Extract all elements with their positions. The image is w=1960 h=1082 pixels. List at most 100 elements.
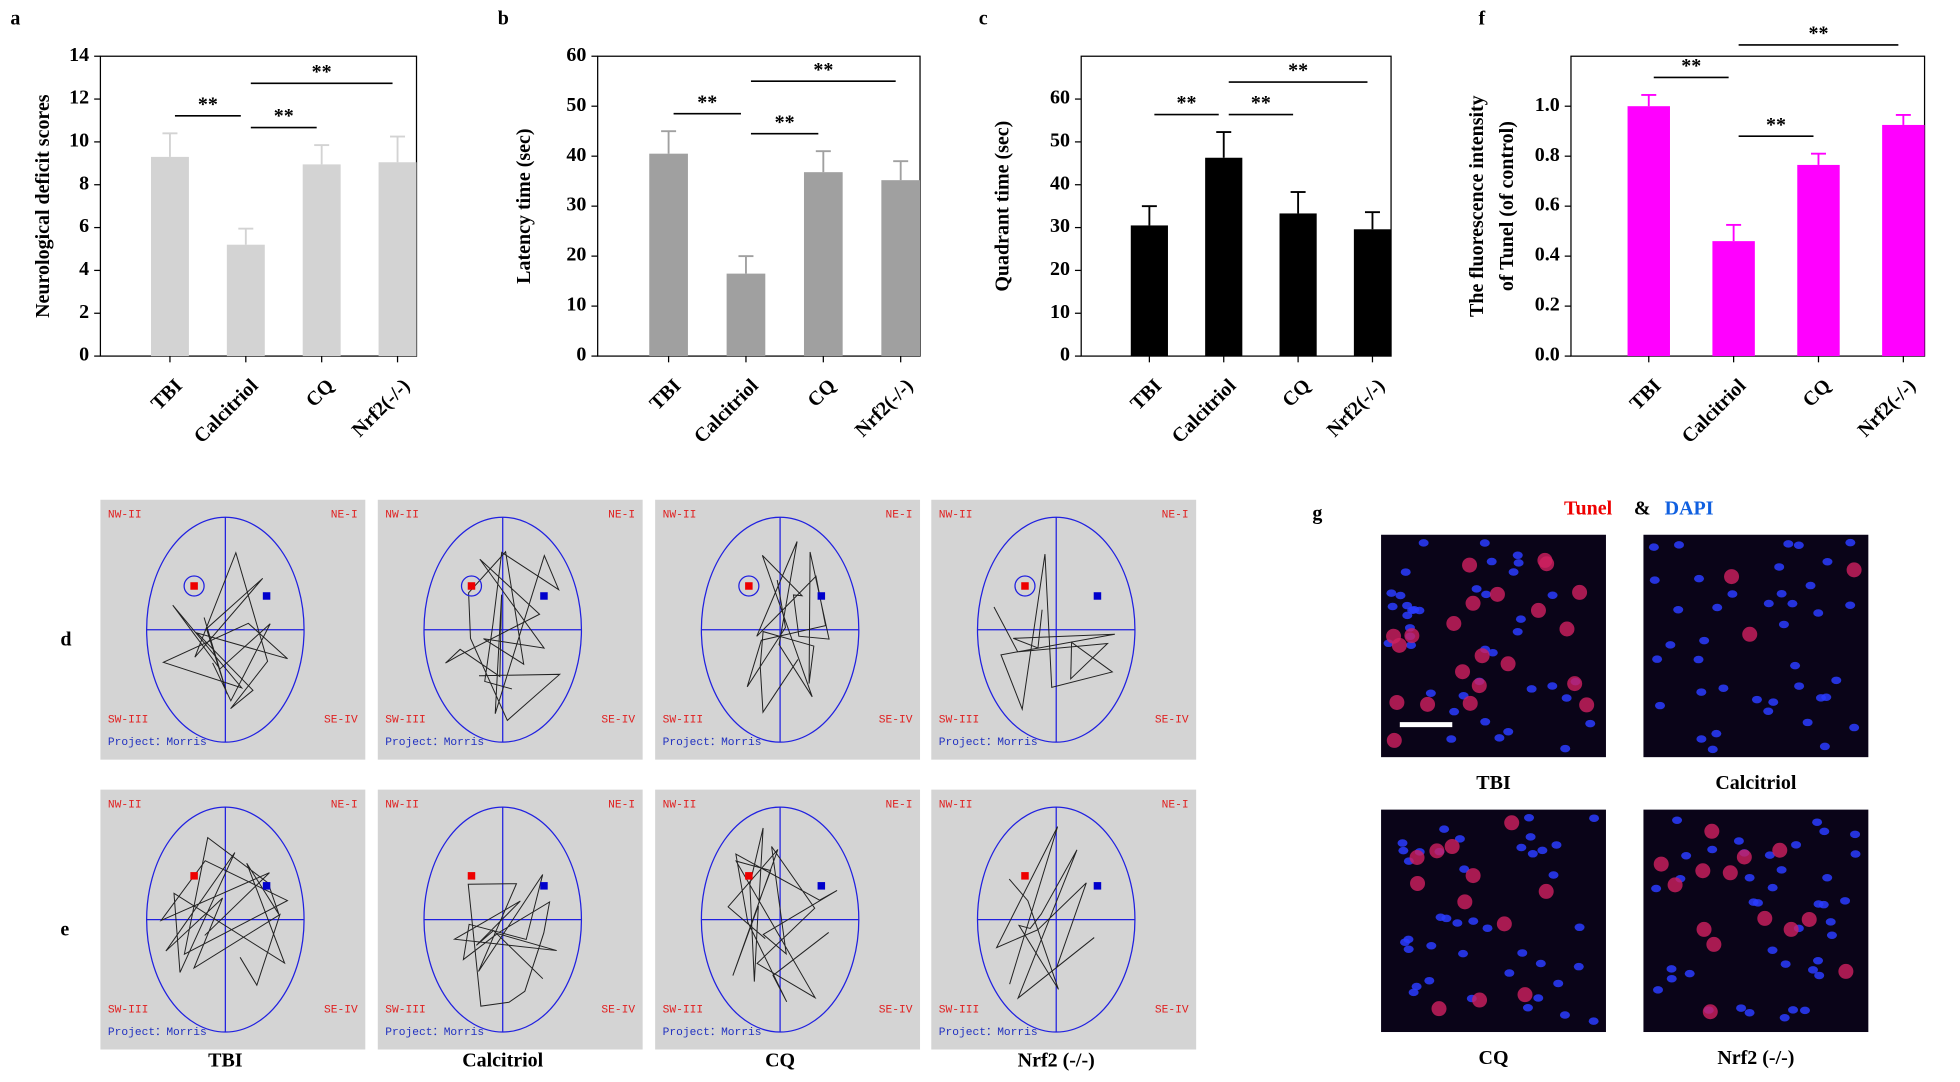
y-tick-label: 40 [1050,172,1070,194]
nucleus [1494,734,1505,742]
nucleus [1387,602,1398,611]
nucleus [1547,591,1558,599]
x-tick-label: CQ [302,375,339,412]
tunel-cell [1736,849,1752,865]
micrograph [1381,809,1606,1033]
nucleus [1651,884,1662,893]
significance-label: ** [1766,114,1786,136]
group-label: CQ [1479,1047,1509,1069]
significance-label: ** [1808,23,1828,45]
quadrant-label: SE-IV [1155,1005,1189,1017]
bar [881,180,921,357]
quadrant-label: SW-III [385,1005,425,1017]
start-marker [1021,582,1029,590]
bar [1797,164,1840,357]
nucleus [1791,841,1802,849]
tunel-cell [1653,856,1669,872]
x-tick-label: CQ [1799,375,1836,412]
nucleus [1764,851,1775,859]
tunel-cell [1489,586,1505,602]
nucleus [1779,1014,1790,1022]
nucleus [1845,601,1856,609]
nucleus [1681,851,1692,860]
tunel-cell [1757,910,1773,926]
tunel-cell [1462,695,1478,711]
x-tick-label: TBI [147,375,187,415]
tunel-cell [1706,936,1722,952]
significance-label: ** [813,59,833,81]
y-tick-label: 0 [576,344,586,366]
tunel-cell [1391,637,1407,653]
y-tick-label: 10 [69,129,89,151]
y-tick-label: 20 [566,244,586,266]
x-tick-label: Nrf2(-/-) [851,375,918,442]
tunel-cell [1457,894,1473,910]
group-label: Calcitriol [462,1050,543,1072]
y-tick-label: 0.6 [1535,194,1560,216]
y-tick-label: 0.8 [1535,144,1560,166]
panel-letter: c [979,8,988,30]
nucleus [1548,871,1559,879]
bar [726,273,766,357]
bar [378,162,417,357]
nucleus [1787,599,1798,608]
nucleus [1821,693,1832,701]
platform [738,575,760,597]
micrograph [1643,534,1869,758]
quadrant-label: SW-III [663,1005,703,1017]
nucleus [1831,676,1842,685]
swim-path [727,827,838,1003]
y-axis-label: of Tunel (of control) [1496,121,1518,291]
tunel-cell [1559,621,1575,637]
tunel-cell [1431,1001,1447,1017]
tunel-cell [1538,883,1554,899]
swim-path [445,550,562,722]
y-tick-label: 30 [566,194,586,216]
quadrant-label: NW-II [939,800,973,812]
nucleus [1767,883,1778,892]
tunel-cell [1455,664,1471,680]
quadrant-label: SE-IV [879,715,913,727]
x-tick-label: Nrf2(-/-) [1323,375,1390,442]
quadrant-label: SE-IV [601,715,635,727]
nucleus [1674,541,1685,549]
nucleus [1414,606,1425,615]
bar [1712,241,1755,357]
nucleus [1768,698,1779,706]
nucleus [1408,988,1419,997]
nucleus [1653,986,1664,994]
end-marker [262,592,271,600]
significance-label: ** [1251,92,1271,114]
y-axis-label: The fluorescence intensity [1466,95,1488,317]
project-label: Project：Morris [663,737,762,749]
nucleus [1763,707,1774,716]
nucleus [1547,682,1558,690]
nucleus [1711,729,1722,738]
tunel-cell [1500,656,1516,672]
nucleus [1551,841,1562,849]
quadrant-label: NE-I [331,510,358,522]
nucleus [1535,959,1546,968]
tunel-cell [1465,868,1481,884]
stain-label: DAPI [1665,497,1714,519]
significance-label: ** [274,105,294,127]
y-tick-label: 6 [79,215,89,237]
tunel-cell [1465,595,1481,611]
quadrant-label: NE-I [1162,800,1189,812]
quadrant-label: SW-III [108,715,148,727]
start-marker [745,582,753,590]
nucleus [1527,850,1538,858]
nucleus [1418,539,1429,547]
x-tick-label: CQ [803,375,840,412]
end-marker [262,882,271,890]
nucleus [1512,551,1523,560]
start-marker [745,872,753,880]
significance-label: ** [198,93,218,115]
significance-label: ** [1177,92,1197,114]
nucleus [1826,931,1837,939]
nucleus [1468,917,1479,925]
nucleus [1526,685,1537,693]
nucleus [1655,701,1666,710]
y-tick-label: 0.2 [1535,294,1560,316]
y-tick-label: 0.0 [1535,344,1560,366]
